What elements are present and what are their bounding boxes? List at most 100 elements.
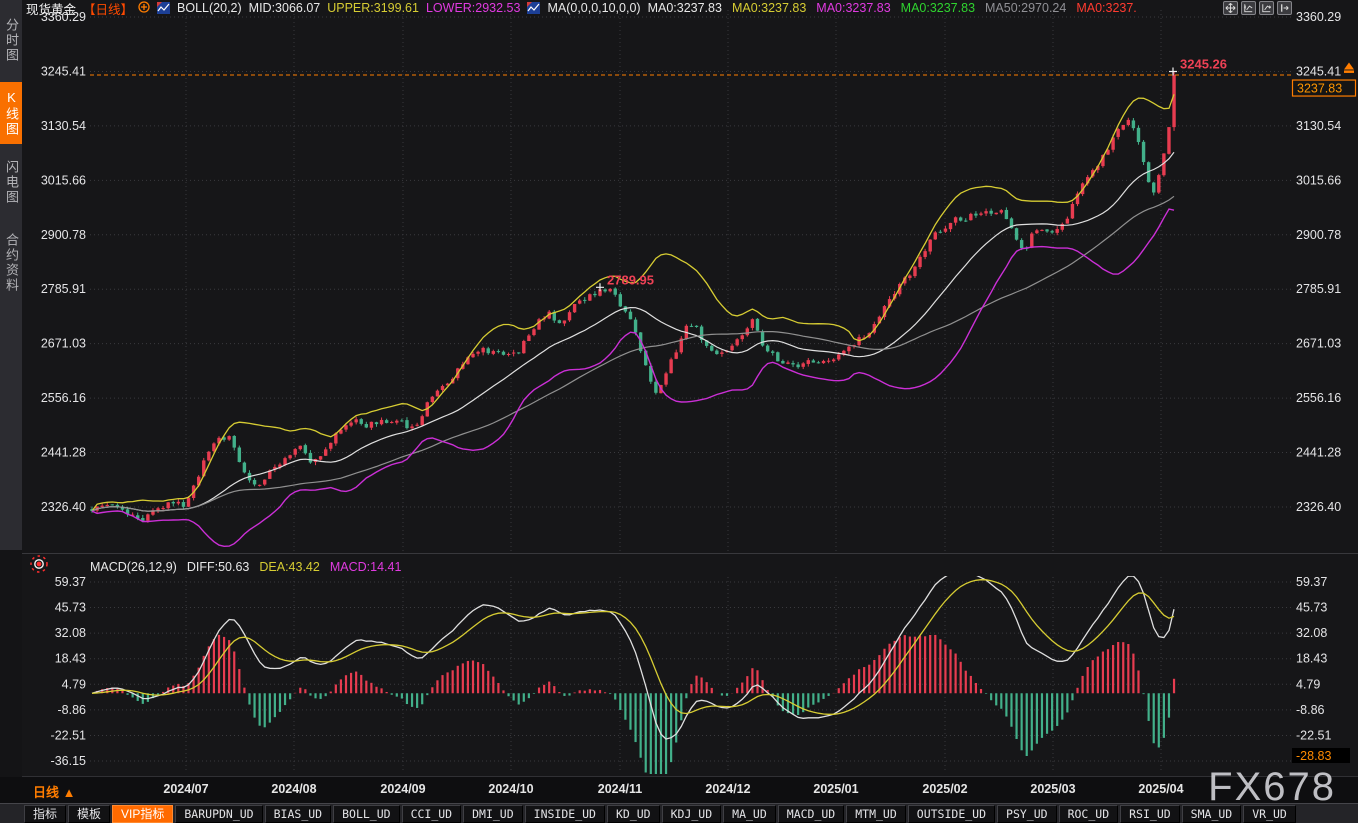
svg-text:-28.83: -28.83 (1296, 749, 1331, 763)
tab-MA_UD[interactable]: MA_UD (723, 804, 776, 823)
symbol-name: 现货黄金 (26, 2, 77, 17)
svg-text:4.79: 4.79 (62, 677, 86, 691)
svg-text:-8.86: -8.86 (1296, 703, 1325, 717)
svg-text:2789.95: 2789.95 (607, 272, 654, 287)
month-label-2024/07: 2024/07 (163, 782, 209, 796)
svg-text:45.73: 45.73 (55, 601, 86, 615)
tab-MACD_UD[interactable]: MACD_UD (777, 804, 845, 823)
add-indicator-icon[interactable] (138, 0, 150, 16)
shift-right-icon[interactable] (1259, 1, 1274, 15)
sidebar-item-3[interactable]: 合约资料 (4, 233, 19, 293)
svg-text:3360.29: 3360.29 (41, 10, 86, 24)
tab-KD_UD[interactable]: KD_UD (606, 804, 660, 823)
svg-text:3015.66: 3015.66 (1296, 173, 1341, 187)
indicator-legend-bar: 现货黄金 【日线】 BOLL(20,2) MID:3066.07 UPPER:3… (26, 0, 1137, 17)
svg-text:2785.91: 2785.91 (1296, 282, 1341, 296)
ma-group-label: MA(0,0,0,10,0,0) (547, 1, 641, 15)
svg-text:-22.51: -22.51 (1296, 728, 1331, 742)
svg-text:2900.78: 2900.78 (1296, 228, 1341, 242)
tab-INSIDE_UD[interactable]: INSIDE_UD (524, 804, 605, 823)
tab-BIAS_UD[interactable]: BIAS_UD (264, 804, 332, 823)
tab-VIP指标[interactable]: VIP指标 (112, 804, 174, 823)
ma-value-4: MA50:2970.24 (985, 1, 1067, 15)
svg-text:3237.83: 3237.83 (1297, 82, 1342, 96)
boll-label: BOLL(20,2) (177, 1, 242, 15)
move-icon[interactable] (1223, 1, 1238, 15)
month-label-2025/02: 2025/02 (922, 782, 968, 796)
svg-text:2671.03: 2671.03 (41, 337, 86, 351)
expand-right-icon[interactable] (1277, 1, 1292, 15)
month-label-2024/10: 2024/10 (488, 782, 534, 796)
sidebar-item-2[interactable]: 闪电图 (4, 159, 19, 205)
tab-OUTSIDE_UD[interactable]: OUTSIDE_UD (907, 804, 996, 823)
svg-text:2326.40: 2326.40 (1296, 500, 1341, 514)
month-label-2024/08: 2024/08 (271, 782, 317, 796)
svg-text:3130.54: 3130.54 (41, 119, 86, 133)
tab-ROC_UD[interactable]: ROC_UD (1058, 804, 1119, 823)
indicator-tabs-bar: 指标 模板 VIP指标 BARUPDN_UD BIAS_UD BOLL_UD CCI_UD D… (0, 803, 1358, 823)
period-selector[interactable]: 日线 ▲ (33, 785, 76, 800)
svg-text:3245.41: 3245.41 (41, 64, 86, 78)
boll-mid-value: MID:3066.07 (248, 1, 321, 15)
svg-text:4.79: 4.79 (1296, 677, 1320, 691)
tab-模板[interactable]: 模板 (68, 804, 111, 823)
tab-SMA_UD[interactable]: SMA_UD (1181, 804, 1242, 823)
boll-upper-value: UPPER:3199.61 (327, 1, 419, 15)
period-tag[interactable]: 【日线】 (83, 2, 134, 17)
svg-text:45.73: 45.73 (1296, 601, 1327, 615)
shift-left-icon[interactable] (1241, 1, 1256, 15)
tab-DMI_UD[interactable]: DMI_UD (463, 804, 523, 823)
tab-BOLL_UD[interactable]: BOLL_UD (333, 804, 400, 823)
svg-text:2441.28: 2441.28 (41, 446, 86, 460)
watermark: FX678 (1208, 765, 1336, 809)
svg-text:2671.03: 2671.03 (1296, 337, 1341, 351)
ma-chart-icon (527, 2, 541, 14)
svg-text:3245.26: 3245.26 (1180, 57, 1227, 72)
chart-toolbar-icons (1223, 1, 1292, 15)
svg-text:2556.16: 2556.16 (41, 391, 86, 405)
svg-text:-22.51: -22.51 (51, 728, 86, 742)
svg-text:32.08: 32.08 (55, 626, 86, 640)
svg-text:2900.78: 2900.78 (41, 228, 86, 242)
tab-CCI_UD[interactable]: CCI_UD (401, 804, 462, 823)
macd-legend: MACD(26,12,9) DIFF:50.63 DEA:43.42 MACD:… (90, 559, 401, 575)
tab-PSY_UD[interactable]: PSY_UD (997, 804, 1057, 823)
svg-text:2556.16: 2556.16 (1296, 391, 1341, 405)
sidebar-item-0[interactable]: 分时图 (4, 17, 19, 63)
svg-text:32.08: 32.08 (1296, 626, 1327, 640)
sidebar-item-1[interactable]: K线图 (0, 82, 22, 144)
tab-MTM_UD[interactable]: MTM_UD (846, 804, 906, 823)
macd-dea-value: DEA:43.42 (259, 560, 320, 574)
ma-value-1: MA0:3237.83 (731, 1, 807, 15)
ma-values: MA0:3237.83 MA0:3237.83 MA0:3237.83 MA0:323… (648, 1, 1137, 15)
svg-text:2326.40: 2326.40 (41, 500, 86, 514)
svg-text:18.43: 18.43 (1296, 652, 1327, 666)
ma-value-2: MA0:3237.83 (816, 1, 891, 15)
svg-text:18.43: 18.43 (55, 652, 86, 666)
left-sidebar: 分时图 K线图闪电图合约资料 (0, 0, 22, 550)
boll-chart-icon (157, 2, 171, 14)
tab-VR_UD[interactable]: VR_UD (1243, 804, 1296, 823)
month-label-2025/03: 2025/03 (1030, 782, 1076, 796)
date-axis-row: 日线 ▲ FX678 2024/07 2024/08 2024/09 2024/10 2… (0, 765, 1358, 809)
tab-KDJ_UD[interactable]: KDJ_UD (661, 804, 722, 823)
tab-指标[interactable]: 指标 (24, 804, 67, 823)
boll-lower-value: LOWER:2932.53 (425, 1, 521, 15)
month-label-2025/01: 2025/01 (813, 782, 859, 796)
month-label-2024/11: 2024/11 (597, 782, 643, 796)
tab-RSI_UD[interactable]: RSI_UD (1120, 804, 1180, 823)
svg-text:3130.54: 3130.54 (1296, 119, 1341, 133)
svg-text:59.37: 59.37 (55, 575, 86, 589)
svg-text:3360.29: 3360.29 (1296, 10, 1341, 24)
tab-BARUPDN_UD[interactable]: BARUPDN_UD (175, 804, 263, 823)
macd-diff-value: DIFF:50.63 (186, 560, 250, 574)
ma-value-3: MA0:3237.83 (900, 1, 976, 15)
alarm-indicator-icon[interactable] (28, 553, 50, 575)
svg-text:3015.66: 3015.66 (41, 173, 86, 187)
svg-text:2441.28: 2441.28 (1296, 446, 1341, 460)
svg-text:-36.15: -36.15 (51, 754, 86, 768)
month-label-2025/04: 2025/04 (1138, 782, 1184, 796)
month-label-2024/09: 2024/09 (380, 782, 426, 796)
